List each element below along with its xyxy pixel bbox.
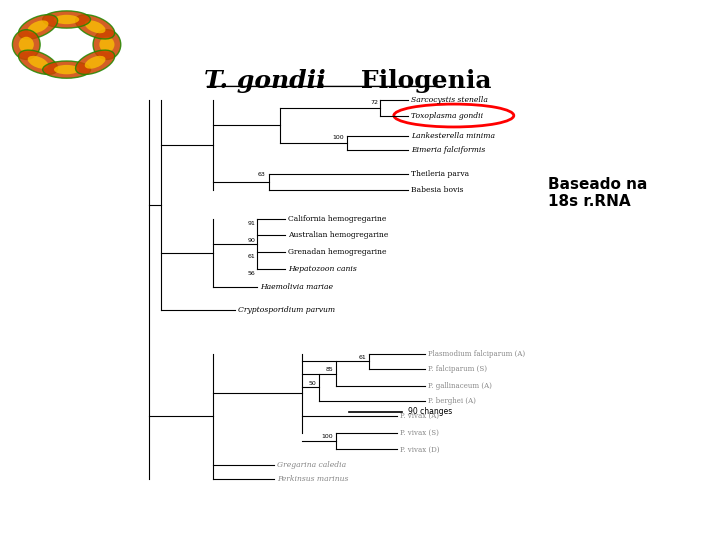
Text: Cryptosporidium parvum: Cryptosporidium parvum xyxy=(238,306,335,314)
Text: T. gondii: T. gondii xyxy=(204,69,326,92)
Ellipse shape xyxy=(85,21,106,33)
Text: 61: 61 xyxy=(359,355,366,360)
Text: California hemogregarine: California hemogregarine xyxy=(288,214,387,222)
Text: 90: 90 xyxy=(247,238,255,243)
Ellipse shape xyxy=(54,65,79,75)
Text: 91: 91 xyxy=(247,221,255,226)
Ellipse shape xyxy=(27,21,48,33)
Text: Sarcocystis stenella: Sarcocystis stenella xyxy=(411,96,487,104)
Text: 56: 56 xyxy=(248,271,255,276)
Text: Plasmodium falciparum (A): Plasmodium falciparum (A) xyxy=(428,350,525,358)
Ellipse shape xyxy=(85,56,106,69)
Text: P. berghei (A): P. berghei (A) xyxy=(428,397,475,405)
Text: 50: 50 xyxy=(309,381,317,386)
Text: 72: 72 xyxy=(370,99,378,105)
Text: 61: 61 xyxy=(248,254,255,259)
Text: Lankesterella minima: Lankesterella minima xyxy=(411,132,495,140)
Text: Hepatozoon canis: Hepatozoon canis xyxy=(288,265,357,273)
Ellipse shape xyxy=(12,30,40,59)
Text: :    Filogenia: : Filogenia xyxy=(307,69,491,92)
Ellipse shape xyxy=(27,56,48,69)
Ellipse shape xyxy=(93,30,121,59)
Text: 63: 63 xyxy=(258,172,266,177)
Text: Toxoplasma gondii: Toxoplasma gondii xyxy=(411,112,483,119)
Text: 100: 100 xyxy=(333,134,344,140)
Text: Theileria parva: Theileria parva xyxy=(411,170,469,178)
Ellipse shape xyxy=(19,15,58,39)
Text: 90 changes: 90 changes xyxy=(408,408,452,416)
Text: 100: 100 xyxy=(322,435,333,440)
Text: P. vivax (S): P. vivax (S) xyxy=(400,429,438,437)
Text: Eimeria falciformis: Eimeria falciformis xyxy=(411,146,485,153)
Ellipse shape xyxy=(42,11,91,28)
Text: P. falciparum (S): P. falciparum (S) xyxy=(428,365,487,373)
Text: Perkinsus marinus: Perkinsus marinus xyxy=(277,475,348,483)
Text: Gregarina caledia: Gregarina caledia xyxy=(277,461,346,469)
Text: P. gallinaceum (A): P. gallinaceum (A) xyxy=(428,382,492,390)
Text: 85: 85 xyxy=(325,367,333,372)
Text: Babesia bovis: Babesia bovis xyxy=(411,186,464,193)
Text: P. vivax (D): P. vivax (D) xyxy=(400,446,439,454)
Ellipse shape xyxy=(99,37,114,52)
Text: Grenadan hemogregarine: Grenadan hemogregarine xyxy=(288,248,387,256)
Ellipse shape xyxy=(76,15,114,39)
Text: Australian hemogregarine: Australian hemogregarine xyxy=(288,231,389,239)
Text: Haemolivia mariae: Haemolivia mariae xyxy=(260,284,333,291)
Text: Baseado na
18s r.RNA: Baseado na 18s r.RNA xyxy=(547,177,647,210)
Ellipse shape xyxy=(76,50,114,75)
Ellipse shape xyxy=(54,15,79,24)
Ellipse shape xyxy=(19,50,58,75)
Text: P. vivax (A): P. vivax (A) xyxy=(400,412,438,420)
Ellipse shape xyxy=(42,61,91,78)
Ellipse shape xyxy=(19,37,34,52)
